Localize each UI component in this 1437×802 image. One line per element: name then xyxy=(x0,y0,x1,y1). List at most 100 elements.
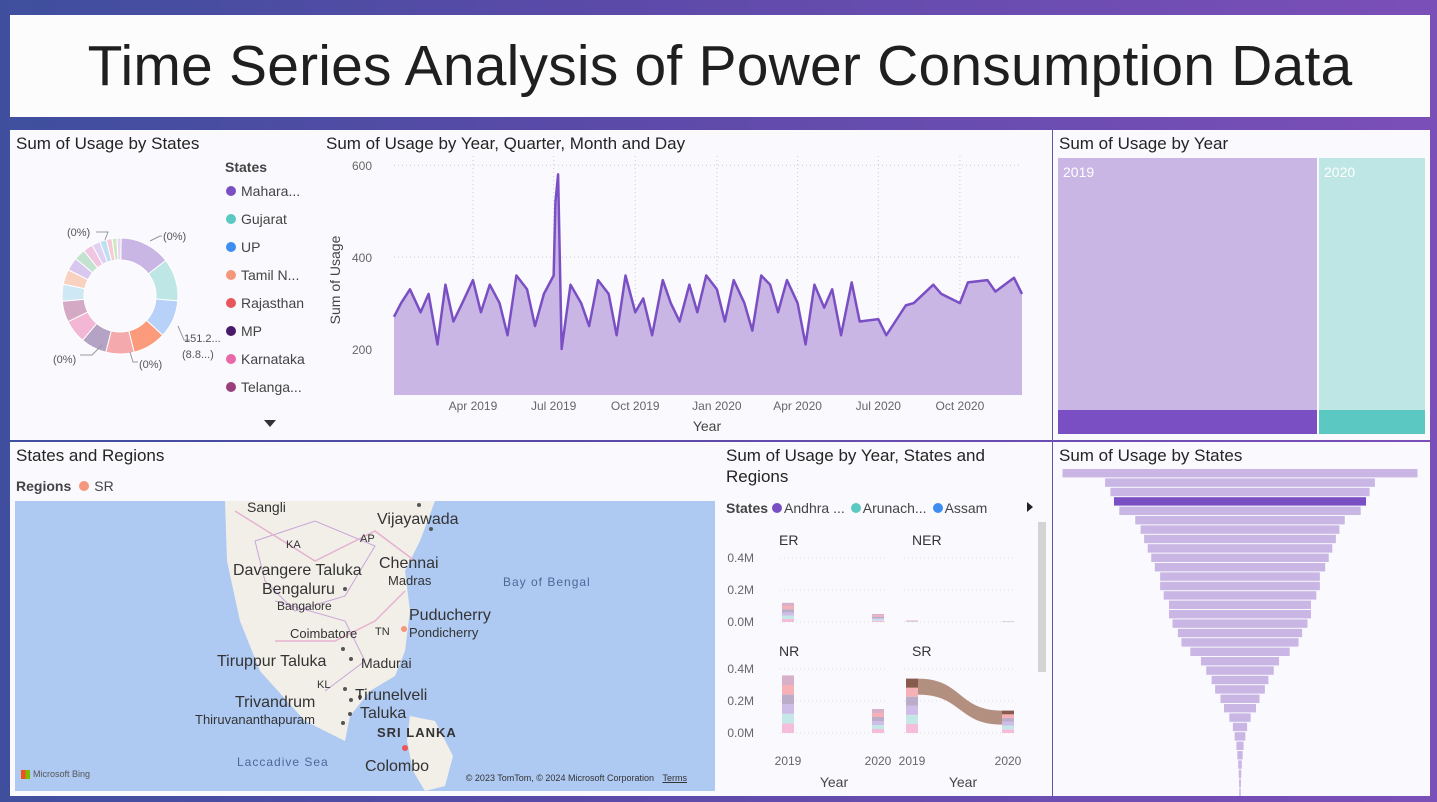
map-label-thiruvananthapuram: Thiruvananthapuram xyxy=(195,712,315,727)
sm-stacked-bar-segment xyxy=(906,696,918,706)
funnel-bar xyxy=(1154,563,1326,572)
donut-label-top-right: (0%) xyxy=(163,231,186,243)
small-multiples-panel[interactable]: Sum of Usage by Year, States and Regions… xyxy=(720,442,1052,796)
funnel-bar xyxy=(1169,600,1311,609)
line-xtick-label: Jul 2020 xyxy=(856,399,902,413)
funnel-bar xyxy=(1147,544,1333,553)
map-label-ap: AP xyxy=(360,533,375,545)
sm-xtick-label: 2020 xyxy=(865,754,892,768)
funnel-bar xyxy=(1113,497,1367,506)
map-legend: Regions SR xyxy=(16,478,114,494)
sm-stacked-bar-segment xyxy=(782,612,794,616)
dashboard-title-banner: Time Series Analysis of Power Consumptio… xyxy=(10,15,1430,117)
funnel-bar xyxy=(1224,704,1256,713)
treemap-tile-2020-bar xyxy=(1319,410,1425,434)
sm-stacked-bar-segment xyxy=(906,687,918,697)
treemap-tile-2020-label: 2020 xyxy=(1324,164,1356,180)
donut-legend-label: Rajasthan xyxy=(241,295,305,311)
map-label-davangere: Davangere Taluka xyxy=(233,562,362,579)
sm-ytick-label: 0.4M xyxy=(727,551,754,565)
sm-ytick-label: 0.4M xyxy=(727,662,754,676)
donut-legend-label: Mahara... xyxy=(241,183,301,199)
sm-stacked-bar-segment xyxy=(872,709,884,713)
map-copyright-text: © 2023 TomTom, © 2024 Microsoft Corporat… xyxy=(465,773,654,783)
funnel-bar xyxy=(1062,469,1418,478)
map-label-puducherry: Puducherry xyxy=(409,607,491,624)
line-ytick-label: 600 xyxy=(352,159,372,173)
sm-stacked-bar-segment xyxy=(906,714,918,724)
map-label-madras: Madras xyxy=(388,573,432,588)
sm-stacked-bar-segment xyxy=(782,618,794,622)
map-label-ka: KA xyxy=(286,539,301,551)
sm-stacked-bar-segment xyxy=(1002,721,1014,726)
sm-ytick-label: 0.2M xyxy=(727,583,754,597)
funnel-panel[interactable]: Sum of Usage by States xyxy=(1053,442,1430,796)
sm-ytick-label: 0.0M xyxy=(727,615,754,629)
donut-legend-item[interactable]: Gujarat xyxy=(226,205,316,233)
line-chart[interactable]: 600 400 200 Apr 2019 Jul 2019 Oct 2019 Jan 202… xyxy=(315,130,1052,440)
sm-xtick-label: 2019 xyxy=(775,754,802,768)
legend-scroll-down-icon[interactable] xyxy=(264,420,276,427)
map-panel[interactable]: States and Regions Regions SR Sangli xyxy=(10,442,720,796)
donut-legend-item[interactable]: Karnataka xyxy=(226,345,316,373)
donut-chart[interactable]: (0%) (0%) 151.2... (8.8...) (0%) (0%) xyxy=(10,130,315,440)
line-xtick-label: Jan 2020 xyxy=(692,399,742,413)
line-area-fill xyxy=(394,174,1022,395)
bing-map[interactable]: Sangli Vijayawada KA AP Davangere Taluka… xyxy=(15,501,715,791)
sr-dot-icon xyxy=(79,481,90,491)
sm-stacked-bar-segment xyxy=(782,606,794,610)
donut-label-bottom-left: (0%) xyxy=(53,354,76,366)
treemap-tile-2020[interactable]: 2020 xyxy=(1319,158,1425,434)
funnel-chart[interactable] xyxy=(1053,442,1430,796)
legend-next-icon[interactable] xyxy=(1027,502,1033,512)
funnel-bar xyxy=(1135,516,1345,525)
donut-leader-line xyxy=(80,344,103,356)
donut-label-right-value: 151.2... xyxy=(184,333,221,345)
donut-legend-item[interactable]: Mahara... xyxy=(226,177,316,205)
donut-legend-item[interactable]: Telanga... xyxy=(226,373,316,401)
donut-legend[interactable]: Mahara... Gujarat UP Tamil N... Rajasthan MP K… xyxy=(226,177,316,401)
sm-stacked-bar-segment xyxy=(1002,718,1014,722)
sm-stacked-bar-segment xyxy=(872,729,884,733)
donut-chart-panel[interactable]: Sum of Usage by States (0%) (0%) 151.2...(… xyxy=(10,130,315,440)
map-label-bay-of-bengal: Bay of Bengal xyxy=(503,575,591,589)
donut-legend-item[interactable]: Rajasthan xyxy=(226,289,316,317)
sm-stacked-bar-segment xyxy=(782,675,794,685)
donut-legend-item[interactable]: UP xyxy=(226,233,316,261)
donut-legend-item[interactable]: MP xyxy=(226,317,316,345)
map-label-sri-lanka: SRI LANKA xyxy=(377,725,457,740)
legend-dot-icon xyxy=(226,270,236,280)
legend-andhra: Andhra ... xyxy=(784,500,845,516)
funnel-title: Sum of Usage by States xyxy=(1059,446,1243,465)
small-multiples-legend[interactable]: States Andhra ... Arunach... Assam xyxy=(726,500,987,516)
scrollbar-track[interactable] xyxy=(1038,522,1046,672)
treemap-panel[interactable]: Sum of Usage by Year 2019 2020 xyxy=(1053,130,1430,440)
sm-stacked-bar-segment xyxy=(782,615,794,619)
sm-stacked-bar-segment xyxy=(872,713,884,717)
sm-stacked-bar-segment xyxy=(872,615,884,617)
line-xtick-label: Jul 2019 xyxy=(531,399,577,413)
funnel-bar xyxy=(1206,666,1274,675)
funnel-bar xyxy=(1220,694,1260,703)
funnel-bar xyxy=(1160,581,1320,591)
sm-stacked-bar-segment xyxy=(872,618,884,620)
funnel-bar xyxy=(1169,610,1311,619)
line-chart-panel[interactable]: Sum of Usage by Year, Quarter, Month and… xyxy=(315,130,1052,440)
map-label-pondicherry: Pondicherry xyxy=(409,625,479,640)
treemap-tile-2019[interactable]: 2019 xyxy=(1058,158,1317,434)
map-terms-link[interactable]: Terms xyxy=(662,773,688,783)
funnel-bar xyxy=(1177,628,1303,638)
sm-stacked-bar-segment xyxy=(872,614,884,616)
bing-logo-text: Microsoft Bing xyxy=(33,769,91,779)
map-label-chennai: Chennai xyxy=(379,555,439,572)
legend-dot-icon xyxy=(226,298,236,308)
funnel-bar xyxy=(1238,769,1242,779)
sm-stacked-bar-segment xyxy=(782,723,794,733)
treemap-title: Sum of Usage by Year xyxy=(1059,134,1229,153)
donut-legend-item[interactable]: Tamil N... xyxy=(226,261,316,289)
line-ytick-label: 400 xyxy=(352,251,372,265)
map-label-madurai: Madurai xyxy=(361,655,412,671)
line-xtick-label: Oct 2019 xyxy=(611,399,660,413)
funnel-bar xyxy=(1160,572,1320,581)
